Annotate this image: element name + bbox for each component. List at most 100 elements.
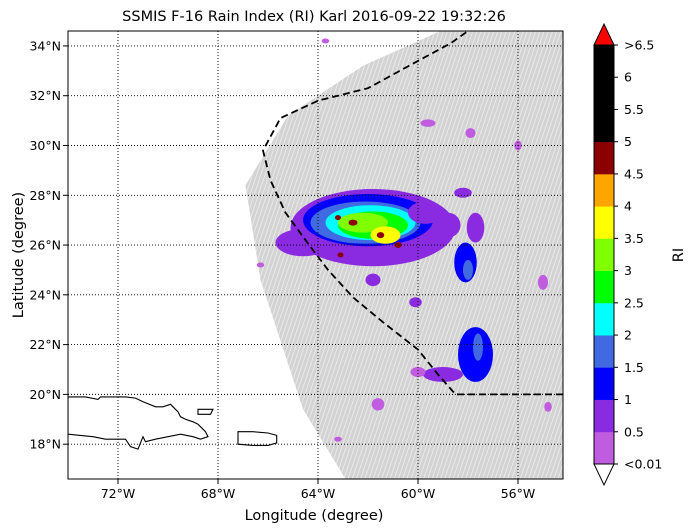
colorbar-tick-label: 3.5 bbox=[624, 231, 644, 246]
rain-cell bbox=[463, 259, 473, 280]
colorbar-segment bbox=[594, 302, 614, 336]
scanline bbox=[245, 31, 352, 479]
rain-cell bbox=[371, 398, 385, 411]
colorbar-segment bbox=[594, 77, 614, 110]
scanline bbox=[528, 31, 563, 479]
colorbar-segment bbox=[594, 335, 614, 368]
y-tick-label: 18°N bbox=[29, 437, 61, 452]
rain-cells bbox=[256, 38, 552, 442]
colorbar-segment bbox=[594, 367, 614, 400]
scanline bbox=[245, 31, 348, 479]
rain-cell bbox=[423, 367, 463, 382]
rain-cell bbox=[409, 297, 422, 308]
scanline bbox=[444, 31, 563, 479]
colorbar-tick-label: 4.5 bbox=[624, 166, 644, 181]
colorbar: <0.01 0.5 1 1.5 2 2.5 3 3.5 4 4.5 5 5.5 6 >6.5 bbox=[593, 22, 662, 487]
colorbar-segment bbox=[594, 141, 614, 175]
scanline bbox=[245, 31, 365, 479]
colorbar-label: RI bbox=[671, 248, 687, 262]
scanline bbox=[360, 31, 512, 479]
rain-cell bbox=[335, 215, 341, 221]
y-tick-label: 34°N bbox=[29, 38, 61, 53]
rain-cell bbox=[538, 274, 548, 290]
scanline bbox=[540, 31, 563, 479]
scanline bbox=[477, 31, 563, 479]
scanline bbox=[452, 31, 563, 479]
rain-cell bbox=[337, 252, 344, 258]
colorbar-segment bbox=[594, 206, 614, 239]
scanline bbox=[418, 31, 563, 479]
scanline bbox=[498, 31, 563, 479]
colorbar-under-arrow bbox=[593, 463, 615, 487]
scanline bbox=[402, 31, 554, 479]
rain-cell bbox=[454, 187, 472, 198]
rain-cell bbox=[338, 212, 388, 233]
scanline bbox=[427, 31, 563, 479]
x-axis-label: Longitude (degree) bbox=[245, 508, 384, 524]
map-plot-area bbox=[68, 31, 697, 479]
colorbar-tick-label: 6 bbox=[624, 70, 632, 85]
colorbar-frame bbox=[593, 44, 615, 465]
scanline bbox=[486, 31, 563, 479]
scanline bbox=[502, 31, 563, 479]
scanline bbox=[494, 31, 563, 479]
scanline bbox=[642, 31, 697, 479]
x-tick-label: 56°W bbox=[501, 486, 536, 501]
colorbar-tick-label: 2.5 bbox=[624, 295, 644, 310]
chart-title: SSMIS F-16 Rain Index (RI) Karl 2016-09-… bbox=[122, 9, 506, 25]
scanline bbox=[414, 31, 563, 479]
scanline bbox=[372, 31, 524, 479]
colorbar-tick-label: 5 bbox=[624, 134, 632, 149]
scanline bbox=[460, 31, 563, 479]
scanline bbox=[435, 31, 563, 479]
rain-cell bbox=[410, 367, 426, 377]
scanline bbox=[638, 31, 697, 479]
scanline bbox=[515, 31, 563, 479]
scanline bbox=[410, 31, 562, 479]
land-puerto-rico bbox=[237, 431, 278, 446]
colorbar-segment bbox=[594, 238, 614, 272]
y-tick-label: 20°N bbox=[29, 387, 61, 402]
colorbar-segment bbox=[594, 270, 614, 304]
colorbar-segment bbox=[594, 109, 614, 143]
colorbar-tick-label: 3 bbox=[624, 263, 632, 278]
plot-frame bbox=[67, 30, 564, 480]
colorbar-tick-label: 2 bbox=[624, 328, 632, 343]
rain-cell bbox=[370, 226, 401, 244]
scanline bbox=[245, 31, 339, 479]
scanline bbox=[423, 31, 563, 479]
rain-cell bbox=[334, 436, 342, 442]
colorbar-segment bbox=[594, 173, 614, 207]
y-tick-label: 32°N bbox=[29, 88, 61, 103]
x-tick-label: 60°W bbox=[401, 486, 436, 501]
colorbar-tick-label: 1.5 bbox=[624, 360, 644, 375]
scanline bbox=[469, 31, 563, 479]
scanline bbox=[490, 31, 563, 479]
y-tick-label: 30°N bbox=[29, 138, 61, 153]
storm-track bbox=[262, 31, 563, 396]
x-axis-ticks: 72°W 68°W 64°W 60°W 56°W bbox=[101, 479, 536, 501]
scanline bbox=[364, 31, 516, 479]
y-tick-label: 24°N bbox=[29, 287, 61, 302]
scanline bbox=[245, 31, 335, 479]
scanline bbox=[456, 31, 563, 479]
rain-cell bbox=[408, 201, 443, 224]
scanline bbox=[634, 31, 697, 479]
scanline bbox=[368, 31, 520, 479]
rain-cell bbox=[420, 119, 436, 127]
scanline bbox=[431, 31, 563, 479]
scanline bbox=[376, 31, 528, 479]
rain-cell bbox=[321, 38, 330, 44]
x-tick-label: 64°W bbox=[301, 486, 336, 501]
colorbar-tick-label: 4 bbox=[624, 199, 632, 214]
colorbar-over-arrow bbox=[593, 22, 615, 46]
rain-cell bbox=[348, 219, 358, 226]
scanline bbox=[473, 31, 563, 479]
colorbar-tick-label: 0.5 bbox=[624, 424, 644, 439]
x-tick-label: 72°W bbox=[101, 486, 136, 501]
y-tick-label: 26°N bbox=[29, 238, 61, 253]
land-hispaniola bbox=[68, 396, 209, 450]
colorbar-tick-label: 5.5 bbox=[624, 102, 644, 117]
rain-cell bbox=[376, 232, 385, 239]
y-axis-ticks: 18°N 20°N 22°N 24°N 26°N 28°N 30°N 32°N 34°N bbox=[29, 38, 68, 452]
